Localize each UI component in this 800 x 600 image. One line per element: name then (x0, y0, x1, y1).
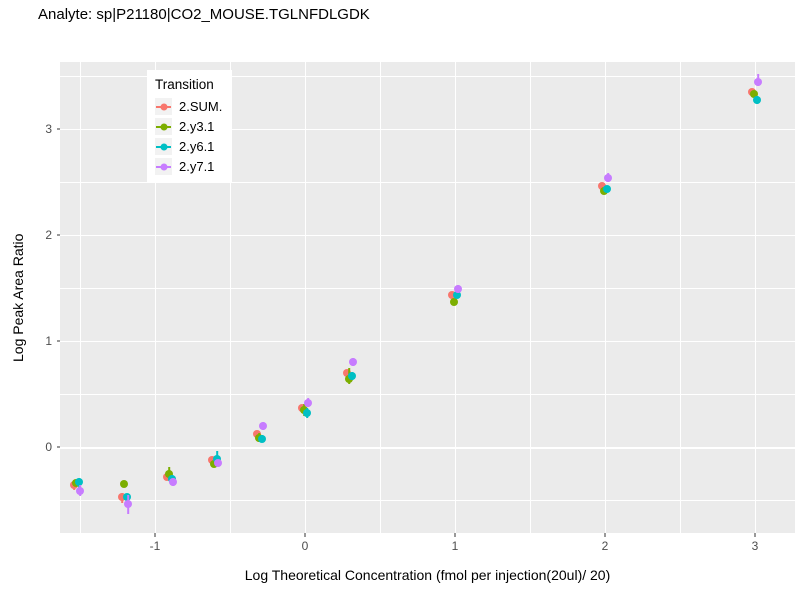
gridline-major-h (60, 128, 795, 131)
data-point (604, 173, 613, 182)
gridline-major-v (154, 62, 157, 533)
x-axis-tick-label: 1 (451, 539, 459, 553)
gridline-minor-v (379, 62, 381, 533)
data-point (754, 78, 763, 87)
x-axis-tick (304, 533, 306, 537)
gridline-minor-h (60, 75, 795, 77)
data-point (207, 455, 216, 464)
legend-entry-label: 2.y7.1 (179, 159, 215, 174)
y-axis-tick (56, 340, 60, 342)
data-point (602, 185, 611, 194)
data-point (169, 478, 178, 487)
legend-entry-label: 2.y6.1 (179, 139, 215, 154)
x-axis-tick (154, 533, 156, 537)
data-point (209, 460, 218, 469)
data-point (212, 454, 221, 463)
gridline-minor-h (60, 287, 795, 289)
gridline-minor-h (60, 181, 795, 183)
x-axis-tick (754, 533, 756, 537)
y-axis-tick-label: 2 (45, 227, 52, 242)
data-point (164, 469, 173, 478)
gridline-minor-h (60, 500, 795, 501)
data-point (124, 500, 133, 509)
gridline-major-v (604, 62, 607, 533)
x-axis-tick-label: 2 (601, 539, 609, 553)
data-point (454, 285, 463, 293)
gridline-major-h (60, 340, 795, 343)
x-axis-tick-label: 3 (751, 539, 759, 553)
y-axis-title: Log Peak Area Ratio (10, 233, 26, 362)
plot-panel: -1 0 1 2 3 0 1 2 3 Transition 2.SUM. 2.y3.1 2.y6.1… (45, 62, 795, 553)
gridline-major-v (304, 62, 307, 533)
legend-entry: 2.y3.1 (155, 118, 222, 135)
legend-entry-label: 2.y3.1 (179, 119, 215, 134)
legend: Transition 2.SUM. 2.y3.1 2.y6.1 2.y7.1 (147, 70, 233, 183)
legend-key-pointrange-icon (155, 158, 172, 175)
legend-entry: 2.SUM. (155, 98, 222, 115)
gridline-major-v (754, 62, 757, 533)
data-point (349, 358, 358, 367)
legend-title: Transition (155, 77, 214, 92)
data-point (214, 458, 223, 467)
data-point (447, 291, 456, 300)
gridline-major-h (60, 447, 795, 449)
gridline-minor-v (529, 62, 531, 533)
gridline-minor-v (679, 62, 681, 533)
data-point (452, 291, 461, 300)
data-point (74, 478, 83, 487)
legend-entries: 2.SUM. 2.y3.1 2.y6.1 2.y7.1 (155, 98, 222, 175)
data-point (342, 368, 351, 377)
data-point (76, 486, 85, 495)
chart-title: Analyte: sp|P21180|CO2_MOUSE.TGLNFDLGDK (38, 6, 370, 23)
y-axis-tick-label: 3 (45, 121, 52, 136)
y-axis-tick (56, 446, 60, 448)
legend-key-dot (160, 163, 167, 170)
data-point (304, 398, 313, 407)
x-axis-tick (604, 533, 606, 537)
y-axis-tick (56, 234, 60, 236)
legend-key-dot (160, 103, 167, 110)
gridline-minor-v (79, 62, 81, 533)
data-point (597, 182, 606, 191)
data-point (257, 434, 266, 443)
x-axis-title: Log Theoretical Concentration (fmol per … (244, 567, 611, 583)
legend-key-pointrange-icon (155, 118, 172, 135)
legend-key-pointrange-icon (155, 98, 172, 115)
x-axis-tick-label: 0 (301, 539, 309, 553)
data-point (122, 492, 131, 501)
legend-entry: 2.y7.1 (155, 158, 222, 175)
gridline-minor-h (60, 394, 795, 395)
legend-key-pointrange-icon (155, 138, 172, 155)
legend-key-dot (160, 143, 167, 150)
gridline-minor-v (229, 62, 231, 533)
y-axis-tick-label: 1 (45, 333, 52, 348)
data-point (752, 96, 761, 105)
x-axis-tick-label: -1 (149, 539, 161, 553)
gridline-major-h (60, 234, 795, 237)
data-point (259, 421, 268, 430)
data-point (302, 409, 311, 418)
data-point (749, 89, 758, 98)
data-point (449, 297, 458, 306)
data-point (117, 492, 126, 501)
data-point (347, 371, 356, 380)
y-axis-tick (56, 128, 60, 130)
legend-entry: 2.y6.1 (155, 138, 222, 155)
legend-key-dot (160, 123, 167, 130)
legend-entry-label: 2.SUM. (179, 99, 223, 114)
y-axis-tick-label: 0 (45, 440, 52, 455)
x-axis-tick (454, 533, 456, 537)
data-point (119, 480, 128, 489)
